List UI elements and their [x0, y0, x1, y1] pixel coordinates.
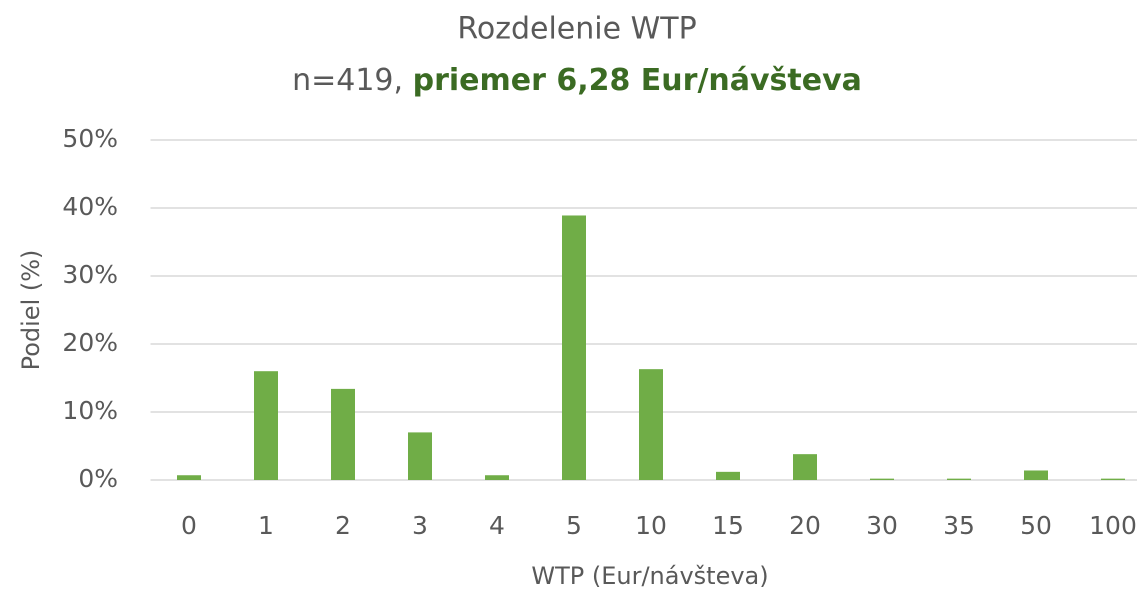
chart-subtitle: n=419, priemer 6,28 Eur/návšteva	[292, 63, 862, 98]
bar	[485, 475, 509, 480]
bar	[331, 388, 355, 480]
bar	[1024, 470, 1048, 480]
x-tick-label: 30	[866, 511, 898, 540]
chart-title: Rozdelenie WTP	[457, 12, 696, 47]
bar	[408, 432, 432, 480]
bar	[254, 371, 278, 480]
y-tick-label: 30%	[62, 260, 118, 289]
x-tick-label: 20	[789, 511, 821, 540]
x-tick-label: 100	[1089, 511, 1137, 540]
y-tick-label: 20%	[62, 328, 118, 357]
x-tick-label: 50	[1020, 511, 1052, 540]
y-tick-label: 40%	[62, 192, 118, 221]
x-tick-label: 10	[635, 511, 667, 540]
subtitle-highlight: priemer 6,28 Eur/návšteva	[413, 63, 862, 98]
bar	[639, 369, 663, 480]
bar	[947, 478, 971, 480]
x-tick-label: 15	[712, 511, 744, 540]
bar	[562, 215, 586, 481]
x-tick-label: 0	[181, 511, 197, 540]
y-tick-label: 10%	[62, 396, 118, 425]
bar	[1101, 478, 1125, 480]
x-tick-label: 5	[566, 511, 582, 540]
subtitle-text: n=419,	[292, 63, 403, 98]
x-tick-label: 1	[258, 511, 274, 540]
bar	[716, 471, 740, 480]
bar	[177, 475, 201, 480]
y-tick-label: 50%	[62, 124, 118, 153]
y-tick-label: 0%	[78, 464, 118, 493]
x-axis-title: WTP (Eur/návšteva)	[531, 562, 768, 590]
bar	[870, 478, 894, 480]
bar	[793, 454, 817, 480]
x-tick-label: 3	[412, 511, 428, 540]
x-tick-label: 2	[335, 511, 351, 540]
y-axis-title: Podiel (%)	[17, 250, 45, 371]
x-tick-label: 4	[489, 511, 505, 540]
x-tick-label: 35	[943, 511, 975, 540]
